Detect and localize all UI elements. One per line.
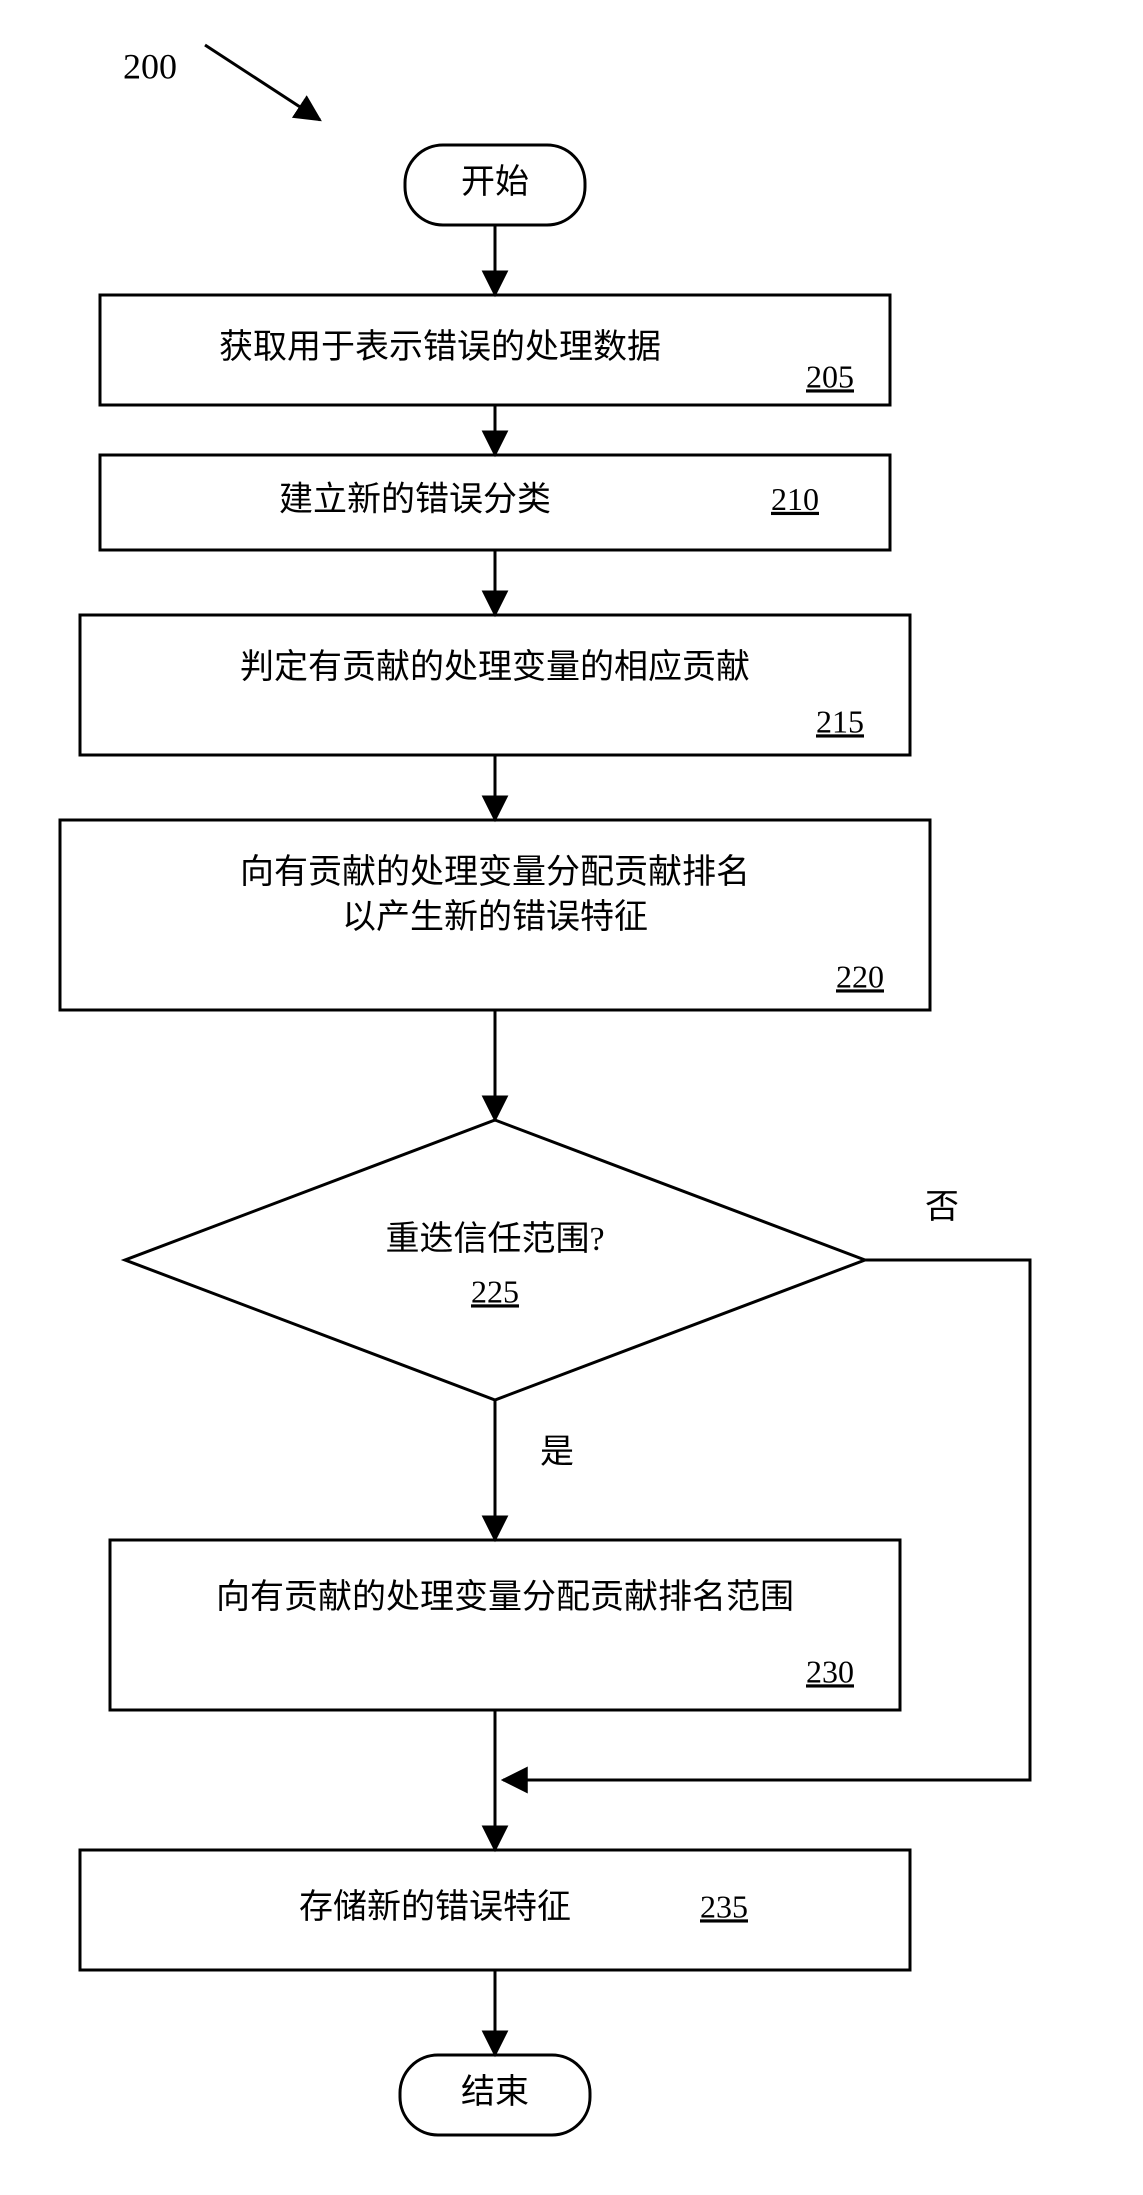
start-label: 开始: [461, 163, 529, 201]
edge-no: [503, 1260, 1030, 1780]
svg-text:220: 220: [836, 958, 884, 994]
svg-text:205: 205: [806, 358, 854, 394]
svg-text:225: 225: [471, 1273, 519, 1309]
svg-text:以产生新的错误特征: 以产生新的错误特征: [342, 898, 648, 936]
svg-text:235: 235: [700, 1888, 748, 1924]
decision-225: [125, 1120, 865, 1400]
edge-no-label: 否: [925, 1189, 959, 1226]
svg-text:230: 230: [806, 1653, 854, 1689]
figure-number: 200: [123, 46, 177, 86]
figure-pointer-arrow: [205, 45, 320, 120]
svg-text:判定有贡献的处理变量的相应贡献: 判定有贡献的处理变量的相应贡献: [240, 648, 750, 686]
svg-text:向有贡献的处理变量分配贡献排名范围: 向有贡献的处理变量分配贡献排名范围: [216, 1578, 794, 1616]
svg-text:重迭信任范围?: 重迭信任范围?: [385, 1220, 604, 1258]
end-label: 结束: [461, 2073, 529, 2111]
svg-text:存储新的错误特征: 存储新的错误特征: [299, 1888, 571, 1926]
svg-text:建立新的错误分类: 建立新的错误分类: [279, 480, 551, 518]
svg-text:215: 215: [816, 703, 864, 739]
process-230: [110, 1540, 900, 1710]
svg-text:210: 210: [771, 481, 819, 517]
edge-yes-label: 是: [540, 1434, 574, 1471]
svg-text:获取用于表示错误的处理数据: 获取用于表示错误的处理数据: [219, 328, 661, 366]
svg-text:向有贡献的处理变量分配贡献排名: 向有贡献的处理变量分配贡献排名: [240, 853, 750, 891]
